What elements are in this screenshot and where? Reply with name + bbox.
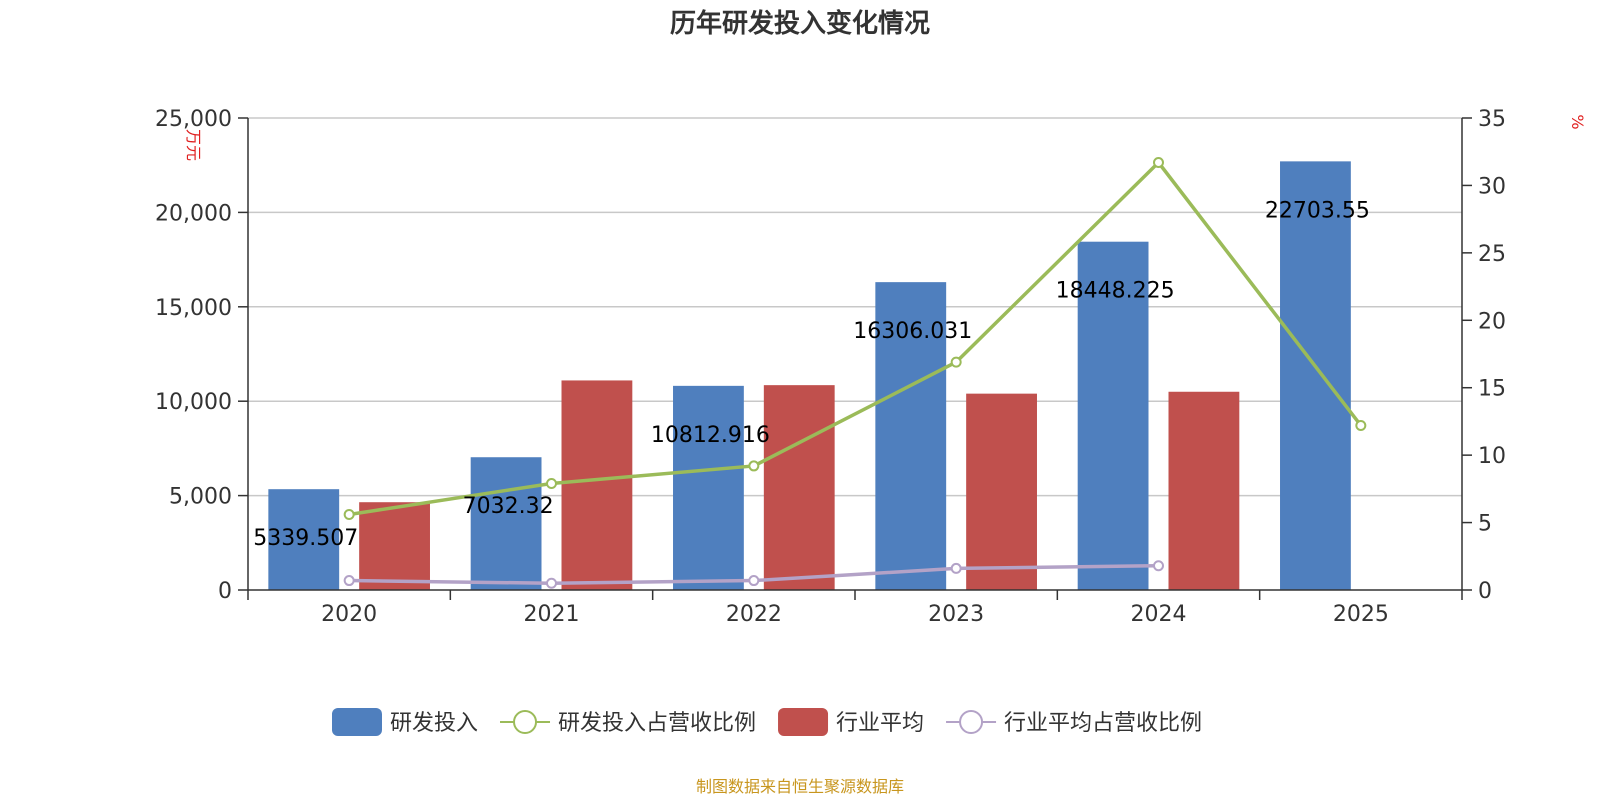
y-left-tick-label: 20,000 — [155, 201, 232, 226]
legend-label: 行业平均 — [836, 711, 924, 736]
data-label: 22703.55 — [1265, 198, 1370, 223]
data-label: 16306.031 — [853, 319, 972, 344]
bar-研发投入 — [268, 489, 340, 590]
point-研发投入占营收比例 — [1153, 157, 1164, 169]
y-right-tick-label: 10 — [1478, 444, 1506, 469]
point-行业平均占营收比例 — [950, 562, 962, 574]
bar-研发投入 — [470, 457, 542, 590]
bar-研发投入 — [875, 282, 947, 590]
data-label: 5339.507 — [253, 526, 358, 551]
x-tick-label: 2021 — [524, 602, 580, 627]
y-right-tick-label: 0 — [1478, 579, 1492, 604]
data-label: 18448.225 — [1056, 279, 1175, 304]
y-right-tick-label: 25 — [1478, 242, 1506, 267]
y-right-tick-label: 5 — [1478, 512, 1492, 537]
legend-swatch-point-研发投入占营收比例 — [513, 710, 538, 734]
lines — [343, 157, 1367, 589]
bar-行业平均 — [763, 385, 835, 590]
y-right-unit: % — [1568, 114, 1587, 129]
source-note: 制图数据来自恒生聚源数据库 — [696, 777, 904, 796]
legend-label: 研发投入 — [390, 711, 478, 736]
y-left-unit: 万元 — [184, 129, 203, 161]
legend-swatch-研发投入 — [332, 708, 382, 736]
y-left-tick-label: 0 — [218, 579, 232, 604]
y-right-tick-label: 30 — [1478, 174, 1506, 199]
point-研发投入占营收比例 — [950, 356, 962, 368]
bar-研发投入 — [1280, 161, 1351, 590]
legend-swatch-行业平均 — [778, 708, 829, 736]
point-研发投入占营收比例 — [748, 460, 760, 472]
bar-研发投入 — [673, 385, 744, 590]
y-right-tick-label: 35 — [1478, 107, 1506, 132]
x-tick-label: 2025 — [1333, 602, 1389, 627]
y-right-tick-label: 15 — [1478, 377, 1506, 402]
grid — [248, 117, 1462, 497]
bar-研发投入 — [1077, 241, 1149, 590]
x-tick-label: 2023 — [928, 602, 984, 627]
data-label: 10812.916 — [651, 423, 770, 448]
legend-swatch-point-行业平均占营收比例 — [959, 710, 984, 734]
point-研发投入占营收比例 — [1355, 419, 1367, 431]
y-left-tick-label: 5,000 — [169, 485, 232, 510]
legend-label: 研发投入占营收比例 — [558, 711, 756, 736]
axes: 05,00010,00015,00020,00025,0000510152025… — [155, 107, 1506, 627]
bar-行业平均 — [359, 502, 430, 590]
point-研发投入占营收比例 — [546, 477, 557, 489]
point-研发投入占营收比例 — [343, 508, 355, 520]
point-行业平均占营收比例 — [343, 575, 355, 587]
data-labels: 5339.507 7032.32 10812.916 16306.031 18448.2… — [253, 198, 1370, 551]
point-行业平均占营收比例 — [748, 575, 760, 587]
y-left-tick-label: 10,000 — [155, 390, 232, 415]
y-left-tick-label: 25,000 — [155, 107, 232, 132]
x-tick-label: 2022 — [726, 602, 782, 627]
y-right-tick-label: 20 — [1478, 309, 1506, 334]
legend-label: 行业平均占营收比例 — [1004, 711, 1202, 736]
bars — [268, 161, 1351, 590]
bar-行业平均 — [1168, 391, 1240, 590]
x-tick-label: 2024 — [1131, 602, 1187, 627]
chart-title: 历年研发投入变化情况 — [670, 8, 930, 39]
legend: 研发投入 研发投入占营收比例 行业平均 行业平均占营收比例 — [332, 708, 1202, 736]
line-研发投入占营收比例 — [348, 160, 1363, 517]
point-行业平均占营收比例 — [546, 577, 557, 589]
bar-行业平均 — [966, 393, 1037, 590]
point-行业平均占营收比例 — [1153, 560, 1164, 572]
y-left-tick-label: 15,000 — [155, 296, 232, 321]
data-label: 7032.32 — [463, 494, 554, 519]
x-tick-label: 2020 — [321, 602, 377, 627]
bar-行业平均 — [561, 380, 633, 590]
